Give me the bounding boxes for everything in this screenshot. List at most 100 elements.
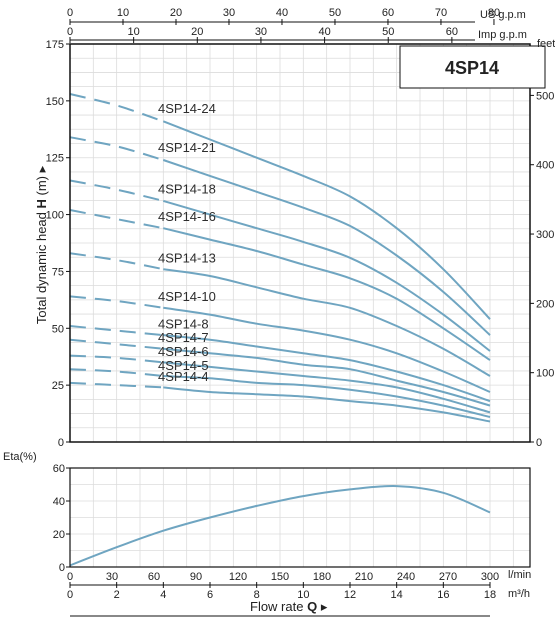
head-curve-dashed xyxy=(69,368,164,377)
m3h-tick-label: 4 xyxy=(160,589,166,601)
eta-tick-label: 20 xyxy=(53,529,65,541)
m3h-tick-label: 6 xyxy=(207,589,213,601)
head-axis-title: Total dynamic head H (m) ▸ xyxy=(34,165,49,324)
lmin-tick-label: 90 xyxy=(190,571,202,583)
us-gpm-tick-label: 70 xyxy=(435,7,447,19)
head-curve-dashed xyxy=(69,179,164,202)
head-tick-label: 150 xyxy=(46,96,64,108)
feet-tick-label: 300 xyxy=(536,229,554,241)
head-plot-frame xyxy=(69,43,531,443)
us-gpm-tick-label: 60 xyxy=(382,7,394,19)
series-label: 4SP14-21 xyxy=(158,140,216,155)
series-label: 4SP14-5 xyxy=(158,358,209,373)
series-label: 4SP14-10 xyxy=(158,289,216,304)
head-curve-dashed xyxy=(69,252,164,271)
head-curve xyxy=(163,227,491,361)
main-grid xyxy=(69,43,530,443)
us-gpm-tick-label: 20 xyxy=(170,7,182,19)
feet-unit: feet xyxy=(537,38,555,50)
head-curve-dashed xyxy=(69,354,164,364)
eta-tick-label: 0 xyxy=(59,562,65,574)
imp-gpm-tick-label: 0 xyxy=(67,26,73,38)
m3h-tick-label: 2 xyxy=(114,589,120,601)
imp-gpm-tick-label: 60 xyxy=(446,26,458,38)
lmin-unit: l/min xyxy=(508,569,531,581)
chart-axes xyxy=(66,19,534,588)
head-curve xyxy=(163,306,491,393)
us-gpm-tick-label: 30 xyxy=(223,7,235,19)
imp-gpm-unit: Imp g.p.m xyxy=(478,29,527,41)
head-curves xyxy=(69,93,491,423)
us-gpm-tick-label: 0 xyxy=(67,7,73,19)
head-tick-label: 0 xyxy=(58,437,64,449)
feet-tick-label: 400 xyxy=(536,160,554,172)
head-tick-label: 25 xyxy=(52,380,64,392)
head-curve-dashed xyxy=(69,136,164,161)
eta-plot-frame xyxy=(69,467,531,568)
head-curve xyxy=(163,375,491,418)
us-gpm-tick-label: 40 xyxy=(276,7,288,19)
lmin-tick-label: 270 xyxy=(439,571,457,583)
efficiency-curve xyxy=(69,485,491,567)
imp-gpm-tick-label: 40 xyxy=(318,26,330,38)
head-tick-label: 125 xyxy=(46,153,64,165)
head-curve-dashed xyxy=(69,295,164,309)
m3h-tick-label: 10 xyxy=(297,589,309,601)
feet-tick-label: 500 xyxy=(536,90,554,102)
lmin-tick-label: 240 xyxy=(397,571,415,583)
head-curve xyxy=(163,334,491,403)
lmin-tick-label: 180 xyxy=(313,571,331,583)
feet-tick-label: 200 xyxy=(536,298,554,310)
head-curve xyxy=(163,361,491,414)
series-label: 4SP14-6 xyxy=(158,344,209,359)
lmin-tick-label: 30 xyxy=(106,571,118,583)
head-curve-dashed xyxy=(69,381,164,389)
imp-gpm-tick-label: 10 xyxy=(128,26,140,38)
lmin-tick-label: 300 xyxy=(481,571,499,583)
m3h-tick-label: 18 xyxy=(484,589,496,601)
m3h-tick-label: 8 xyxy=(254,589,260,601)
m3h-tick-label: 0 xyxy=(67,589,73,601)
head-curve xyxy=(163,347,491,407)
chart-labels: 4SP14-24 4SP14-21 4SP14-18 4SP14-16 4SP14-13… xyxy=(46,7,555,601)
imp-gpm-tick-label: 50 xyxy=(382,26,394,38)
m3h-tick-label: 12 xyxy=(344,589,356,601)
head-curve-dashed xyxy=(69,93,164,123)
m3h-tick-label: 14 xyxy=(391,589,403,601)
m3h-tick-label: 16 xyxy=(437,589,449,601)
us-gpm-tick-label: 10 xyxy=(117,7,129,19)
imp-gpm-tick-label: 30 xyxy=(255,26,267,38)
eta-curve-line xyxy=(69,485,491,567)
lmin-tick-label: 120 xyxy=(229,571,247,583)
series-label: 4SP14-24 xyxy=(158,101,216,116)
head-curve xyxy=(162,159,491,336)
lmin-tick-label: 0 xyxy=(67,571,73,583)
us-gpm-tick-label: 80 xyxy=(488,7,500,19)
head-tick-label: 100 xyxy=(46,210,64,222)
series-label: 4SP14-16 xyxy=(158,209,216,224)
flow-rate-label: Flow rate Q ▸ xyxy=(250,599,328,614)
eta-tick-label: 60 xyxy=(53,463,65,475)
head-curve-dashed xyxy=(69,325,164,337)
feet-tick-label: 100 xyxy=(536,368,554,380)
head-curve xyxy=(163,268,491,377)
eta-axis-title: Eta(%) xyxy=(3,451,37,463)
head-curve xyxy=(163,199,491,352)
head-tick-label: 50 xyxy=(52,323,64,335)
title-box xyxy=(399,45,546,89)
series-label: 4SP14-7 xyxy=(158,330,209,345)
eta-tick-label: 40 xyxy=(53,496,65,508)
series-label: 4SP14-13 xyxy=(158,250,216,265)
head-curve-dashed xyxy=(69,338,164,350)
head-curve xyxy=(162,120,491,320)
head-tick-label: 75 xyxy=(52,266,64,278)
us-gpm-tick-label: 50 xyxy=(329,7,341,19)
series-label: 4SP14-4 xyxy=(158,369,209,384)
eta-grid xyxy=(69,467,530,568)
chart-title: 4SP14 xyxy=(445,58,499,78)
lmin-tick-label: 150 xyxy=(271,571,289,583)
head-curve-dashed xyxy=(69,209,164,230)
us-gpm-unit: US g.p.m xyxy=(480,9,526,21)
m3h-unit: m³/h xyxy=(508,588,530,600)
